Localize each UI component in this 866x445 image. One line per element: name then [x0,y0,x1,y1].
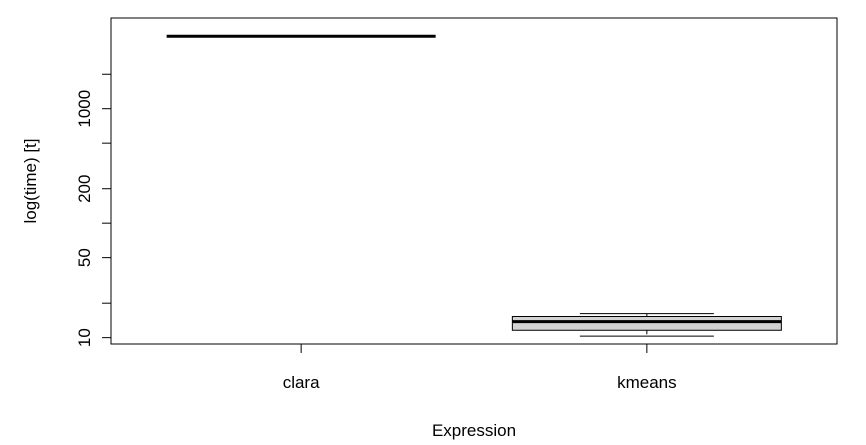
x-tick-label: kmeans [617,373,677,392]
y-axis-title: log(time) [t] [21,138,40,223]
y-tick-label: 200 [75,175,94,203]
y-tick-label: 10 [75,328,94,347]
y-tick-label: 50 [75,248,94,267]
box-iqr [511,316,782,331]
y-axis: 10 50 200 1000 [75,73,111,347]
plot-frame [110,17,838,345]
box-kmeans [511,313,782,337]
y-tick-label: 1000 [75,90,94,128]
x-tick-label: clara [283,373,320,392]
x-axis-title: Expression [432,421,516,440]
boxes [166,34,782,337]
x-axis: clara kmeans [283,344,677,392]
